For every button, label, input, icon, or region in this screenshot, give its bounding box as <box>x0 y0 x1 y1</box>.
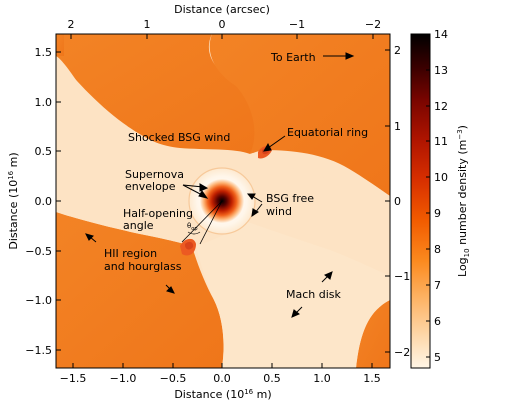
label-shocked-bsg-wind: Shocked BSG wind <box>128 131 230 144</box>
label-supernova-1: Supernova <box>125 168 184 181</box>
x-tick-label: −0.5 <box>160 372 187 385</box>
label-equatorial-ring: Equatorial ring <box>287 126 368 139</box>
orange-lobe-bottom-right <box>356 300 390 368</box>
colorbar-tick-label: 10 <box>434 171 448 184</box>
x-tick-label: 1.5 <box>363 372 381 385</box>
label-mach-disk: Mach disk <box>286 288 342 301</box>
annotation-arrows <box>85 52 355 318</box>
colorbar <box>411 34 430 368</box>
x-tick-label: −1.5 <box>60 372 87 385</box>
label-bsg-free-1: BSG free <box>266 192 314 205</box>
y-tick-label: −0.5 <box>25 245 52 258</box>
x-top-ticks <box>70 34 374 39</box>
mach-disk-region <box>196 222 390 368</box>
label-hii-2: and hourglass <box>104 260 182 273</box>
x-bottom-axis-label: Distance (1016 m) <box>174 388 271 401</box>
y-tick-label: 0.0 <box>35 195 53 208</box>
pale-band-left <box>56 70 196 246</box>
density-map: To Earth Equatorial ring Shocked BSG win… <box>56 34 390 368</box>
orange-lobe-top-right <box>209 34 390 196</box>
y-right-tick-label: 1 <box>394 120 401 133</box>
y-right-ticks <box>385 49 390 353</box>
y-tick-label: 1.0 <box>35 96 53 109</box>
x-top-tick-label: 2 <box>68 18 75 31</box>
opening-line-1 <box>181 200 223 243</box>
x-top-tick-label: −1 <box>289 18 305 31</box>
label-half-opening-1: Half-opening <box>123 207 193 220</box>
x-top-tick-label: 1 <box>144 18 151 31</box>
colorbar-tick-label: 9 <box>434 207 441 220</box>
pale-band-upper <box>56 56 390 200</box>
colorbar-tick-label: 14 <box>434 28 448 41</box>
y-left-axis-label: Distance (1016 m) <box>7 152 20 249</box>
y-tick-label: −1.5 <box>25 344 52 357</box>
x-tick-label: 0.5 <box>263 372 281 385</box>
x-tick-label: −1.0 <box>110 372 137 385</box>
y-tick-label: −1.0 <box>25 294 52 307</box>
label-bsg-free-2: wind <box>266 205 292 218</box>
colorbar-tick-label: 8 <box>434 243 441 256</box>
colorbar-tick-label: 7 <box>434 279 441 292</box>
label-to-earth: To Earth <box>270 51 316 64</box>
label-half-opening-2: angle <box>123 219 154 232</box>
y-tick-label: 0.5 <box>35 145 53 158</box>
colorbar-tick-label: 6 <box>434 315 441 328</box>
colorbar-tick-label: 13 <box>434 64 448 77</box>
x-bottom-ticks <box>72 363 373 368</box>
label-supernova-2: envelope <box>125 180 176 193</box>
x-tick-label: 1.0 <box>313 372 331 385</box>
colorbar-tick-label: 11 <box>434 135 448 148</box>
y-tick-label: 1.5 <box>35 46 53 59</box>
x-tick-label: 0.0 <box>213 372 231 385</box>
colorbar-tick-label: 12 <box>434 100 448 113</box>
colorbar-tick-label: 5 <box>434 351 441 364</box>
y-right-tick-label: −1 <box>394 270 410 283</box>
x-top-tick-label: 0 <box>219 18 226 31</box>
colorbar-label: Log10 number density (m−3) <box>456 125 471 277</box>
x-top-tick-label: −2 <box>365 18 381 31</box>
y-right-tick-label: 0 <box>394 195 401 208</box>
label-theta: θop <box>187 222 198 232</box>
orange-lobe-top-left <box>56 34 261 154</box>
y-right-tick-label: −2 <box>394 346 410 359</box>
x-top-axis-label: Distance (arcsec) <box>174 3 270 16</box>
y-left-ticks <box>56 51 61 351</box>
opening-line-2 <box>199 200 223 245</box>
colorbar-ticks <box>426 33 430 358</box>
y-right-tick-label: 2 <box>394 44 401 57</box>
label-hii-1: HII region <box>104 247 157 260</box>
